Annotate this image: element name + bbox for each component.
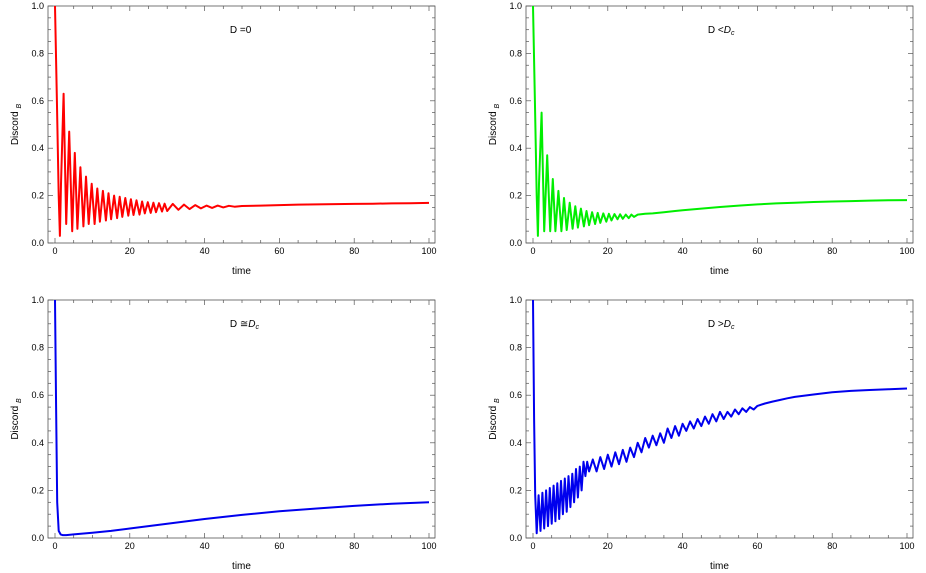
y-tick-label: 0.8 <box>509 48 522 58</box>
plot-frame <box>47 5 436 244</box>
x-axis-label: time <box>710 561 729 572</box>
x-tick-label: 20 <box>603 541 613 551</box>
y-tick-label: 0.0 <box>31 238 44 248</box>
y-tick-label: 0.0 <box>509 533 522 543</box>
y-tick-label: 0.6 <box>31 390 44 400</box>
y-tick-label: 0.8 <box>31 48 44 58</box>
chart-panel-4: 0 20 40 60 80 100 0.0 0.2 0.4 0.6 0.8 1.0 time Discor… <box>488 295 915 572</box>
y-tick-label: 0.6 <box>31 96 44 106</box>
x-tick-label: 40 <box>200 246 210 256</box>
y-tick-label: 0.8 <box>509 343 522 353</box>
x-tick-label: 20 <box>125 246 135 256</box>
x-tick-label: 0 <box>52 246 57 256</box>
y-tick-label: 0.6 <box>509 390 522 400</box>
y-axis-label: Discord B <box>10 103 23 145</box>
panel-annotation: D >Dc <box>708 319 735 331</box>
y-tick-label: 0.2 <box>31 485 44 495</box>
x-tick-label: 0 <box>52 541 57 551</box>
y-tick-label: 0.6 <box>509 96 522 106</box>
x-tick-label: 20 <box>603 246 613 256</box>
x-tick-label: 80 <box>349 541 359 551</box>
y-tick-label: 0.0 <box>509 238 522 248</box>
series-line-1 <box>54 5 430 237</box>
x-tick-label: 80 <box>349 246 359 256</box>
x-tick-label: 100 <box>421 541 436 551</box>
x-tick-label: 40 <box>200 541 210 551</box>
plot-frame <box>525 299 914 539</box>
x-tick-label: 0 <box>530 541 535 551</box>
y-tick-label: 0.2 <box>509 485 522 495</box>
x-tick-label: 0 <box>530 246 535 256</box>
x-tick-label: 40 <box>678 541 688 551</box>
x-axis-label: time <box>232 561 251 572</box>
x-tick-label: 100 <box>899 246 914 256</box>
panel-annotation: D =0 <box>230 25 252 36</box>
x-tick-label: 80 <box>827 246 837 256</box>
y-tick-label: 0.4 <box>509 438 522 448</box>
chart-panel-2: 0 20 40 60 80 100 0.0 0.2 0.4 0.6 0.8 1.0 time Discor… <box>488 1 915 277</box>
y-tick-label: 0.2 <box>509 191 522 201</box>
y-axis-label: Discord B <box>10 398 23 440</box>
y-tick-label: 0.4 <box>509 143 522 153</box>
panel-annotation: D <Dc <box>708 25 735 37</box>
x-axis-label: time <box>710 266 729 277</box>
x-tick-label: 60 <box>752 246 762 256</box>
y-tick-label: 1.0 <box>509 295 522 305</box>
series-line-1 <box>54 299 430 537</box>
y-tick-label: 1.0 <box>31 295 44 305</box>
y-tick-label: 0.8 <box>31 343 44 353</box>
chart-panel-3: 0 20 40 60 80 100 0.0 0.2 0.4 0.6 0.8 1.0 time Discor… <box>10 295 437 572</box>
y-tick-label: 0.0 <box>31 533 44 543</box>
x-tick-label: 60 <box>274 246 284 256</box>
plot-frame <box>47 299 436 539</box>
x-tick-label: 40 <box>678 246 688 256</box>
x-tick-label: 100 <box>899 541 914 551</box>
y-tick-label: 0.4 <box>31 143 44 153</box>
y-tick-label: 0.4 <box>31 438 44 448</box>
x-tick-label: 60 <box>274 541 284 551</box>
panel-annotation: D ≅Dc <box>230 319 260 331</box>
x-axis-label: time <box>232 266 251 277</box>
series-line-1 <box>532 5 908 237</box>
x-tick-label: 20 <box>125 541 135 551</box>
y-axis-label: Discord B <box>488 103 501 145</box>
y-tick-label: 1.0 <box>31 1 44 11</box>
y-tick-label: 1.0 <box>509 1 522 11</box>
y-axis-label: Discord B <box>488 398 501 440</box>
x-tick-label: 80 <box>827 541 837 551</box>
chart-panel-1: 0 20 40 60 80 100 0.0 0.2 0.4 0.6 0.8 1.0 time Discor… <box>10 1 437 277</box>
y-tick-label: 0.2 <box>31 191 44 201</box>
x-tick-label: 100 <box>421 246 436 256</box>
series-line-1 <box>532 299 908 535</box>
x-tick-label: 60 <box>752 541 762 551</box>
